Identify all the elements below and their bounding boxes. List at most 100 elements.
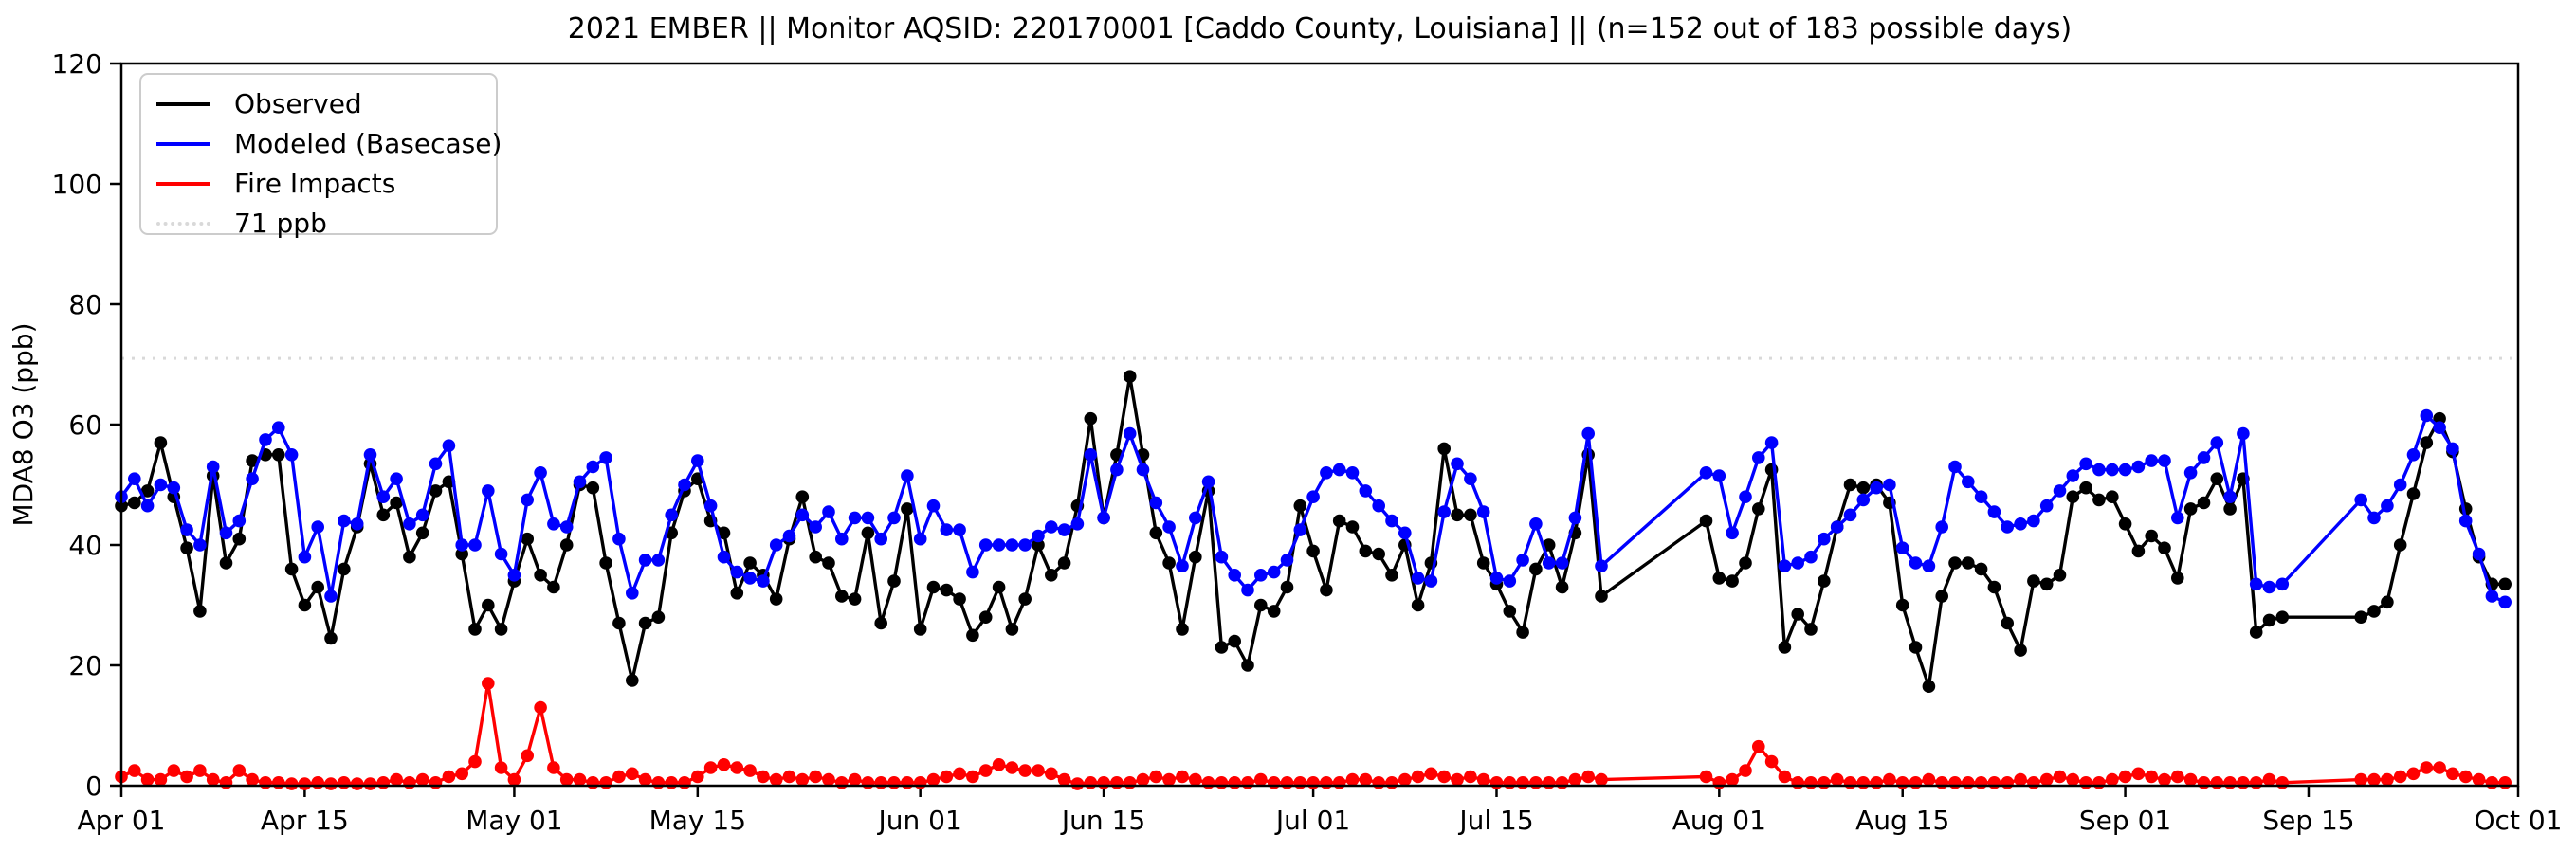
data-point-marker (2498, 595, 2512, 609)
data-point-marker (782, 529, 796, 543)
data-point-marker (1843, 478, 1857, 492)
data-point-marker (2092, 776, 2106, 789)
data-point-marker (180, 770, 193, 784)
data-point-marker (2053, 484, 2067, 498)
data-point-marker (2354, 772, 2367, 787)
data-point-marker (1726, 772, 1739, 787)
data-point-marker (338, 562, 351, 576)
data-point-marker (2420, 436, 2434, 449)
data-point-marker (338, 514, 351, 528)
data-point-marker (2131, 544, 2146, 558)
data-point-marker (442, 770, 456, 784)
data-point-marker (2027, 514, 2040, 528)
data-point-marker (1332, 776, 1346, 789)
data-point-marker (1935, 590, 1948, 603)
data-point-marker (547, 517, 560, 531)
data-point-marker (1856, 481, 1871, 495)
data-point-marker (678, 478, 691, 492)
data-point-marker (1293, 499, 1307, 513)
data-point-marker (1516, 776, 1529, 789)
y-axis-label: MDA8 O3 (ppb) (8, 322, 39, 526)
data-point-marker (1830, 772, 1844, 787)
data-point-marker (1909, 556, 1923, 570)
data-point-marker (2131, 460, 2146, 474)
series-observed (115, 370, 2512, 693)
data-point-marker (547, 580, 560, 594)
data-point-marker (2001, 520, 2014, 534)
data-point-marker (2106, 463, 2119, 477)
data-point-marker (703, 499, 718, 513)
data-point-marker (1320, 466, 1333, 480)
y-tick-label: 80 (68, 289, 102, 320)
data-point-marker (1045, 767, 1058, 781)
data-point-marker (586, 776, 600, 789)
data-point-marker (272, 421, 285, 435)
data-point-marker (1359, 772, 1373, 787)
data-point-marker (1215, 550, 1229, 564)
data-point-marker (743, 572, 757, 585)
x-tick-label: Aug 15 (1855, 805, 1949, 836)
data-point-marker (1084, 776, 1098, 789)
data-point-marker (2249, 577, 2263, 591)
data-point-marker (390, 772, 403, 787)
data-point-marker (1372, 776, 1385, 789)
data-point-marker (1189, 511, 1202, 525)
data-point-marker (2014, 772, 2027, 787)
data-point-marker (2262, 580, 2276, 594)
data-point-marker (494, 547, 508, 561)
series-line (120, 681, 2506, 786)
y-tick-label: 100 (52, 169, 102, 200)
data-point-marker (1451, 457, 1464, 471)
data-point-marker (2145, 454, 2158, 467)
data-point-marker (246, 772, 259, 787)
data-point-marker (521, 749, 534, 763)
data-point-marker (926, 772, 941, 787)
data-point-marker (390, 496, 403, 510)
data-point-marker (848, 772, 862, 787)
data-point-marker (1516, 554, 1529, 567)
data-point-marker (848, 511, 862, 525)
data-point-marker (468, 754, 482, 769)
data-point-marker (861, 526, 875, 540)
data-point-marker (769, 772, 783, 787)
x-tick-label: May 01 (466, 805, 562, 836)
data-point-marker (2381, 772, 2394, 787)
data-point-marker (415, 772, 429, 787)
data-point-marker (2433, 761, 2446, 774)
data-point-marker (2381, 499, 2394, 513)
data-point-marker (795, 508, 810, 522)
data-point-marker (1739, 764, 1752, 777)
data-point-marker (1254, 598, 1268, 612)
data-point-marker (219, 776, 233, 789)
data-point-marker (901, 776, 914, 789)
data-point-marker (2001, 776, 2014, 789)
data-point-marker (1503, 776, 1517, 789)
data-point-marker (2092, 463, 2106, 477)
data-point-marker (953, 592, 966, 606)
data-point-marker (1398, 772, 1412, 787)
data-point-marker (743, 556, 757, 570)
data-point-marker (651, 776, 666, 789)
data-point-marker (1529, 776, 1543, 789)
data-point-marker (2183, 502, 2198, 516)
data-point-marker (494, 623, 508, 636)
data-point-marker (2079, 481, 2092, 495)
data-point-marker (1162, 772, 1176, 787)
data-point-marker (1818, 776, 1831, 789)
data-point-marker (2066, 469, 2080, 482)
data-point-marker (1293, 523, 1307, 536)
data-point-marker (1987, 776, 2001, 789)
data-point-marker (926, 499, 941, 513)
data-point-marker (482, 677, 495, 690)
data-point-marker (573, 772, 587, 787)
data-point-marker (835, 532, 849, 546)
data-point-marker (154, 436, 168, 449)
data-point-marker (992, 580, 1006, 594)
data-point-marker (1856, 493, 1871, 507)
y-tick-label: 60 (68, 409, 102, 441)
data-point-marker (2223, 490, 2237, 503)
data-point-marker (415, 508, 429, 522)
data-point-marker (1005, 761, 1019, 774)
data-point-marker (1385, 569, 1398, 582)
data-point-marker (1201, 475, 1215, 489)
